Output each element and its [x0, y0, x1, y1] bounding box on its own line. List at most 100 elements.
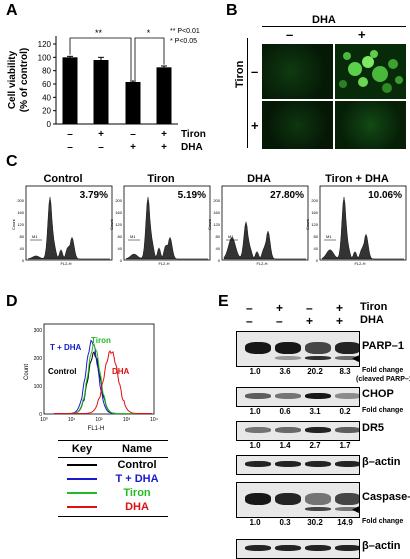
blot-protein-label: β–actin [362, 540, 401, 552]
y-tick-label: 40 [118, 246, 123, 251]
y-axis-label: Cell viability (% of control) [7, 48, 30, 112]
y-axis-label: Count [11, 218, 16, 230]
bar [156, 67, 172, 124]
blot-band [245, 393, 271, 399]
dha-sign: – [67, 142, 73, 152]
y-axis-ticks: 0 20 40 60 80 100 120 [38, 40, 56, 129]
dha-sign: + [161, 142, 167, 152]
histogram-title: Control [43, 173, 82, 185]
y-tick-label: 300 [34, 328, 43, 334]
blot-band [305, 461, 331, 467]
fold-value: 3.1 [309, 407, 321, 416]
fold-value: 1.0 [249, 518, 261, 527]
blot-band [335, 493, 359, 505]
y-tick-label: 200 [34, 356, 43, 362]
subg1-percent: 10.06% [368, 190, 402, 201]
tiron-sign: – [246, 301, 253, 315]
x-axis-label: FL2-H [60, 261, 71, 266]
cycle-histogram: Control 3.79% 0 40 80 120 160 200 Count FL2-H M1 [11, 173, 113, 266]
blot-band [275, 493, 301, 505]
x-axis-label: FL1-H [88, 426, 105, 432]
subg1-percent: 27.80% [270, 190, 304, 201]
blot-band [245, 427, 271, 433]
fold-value: 30.2 [307, 518, 323, 527]
blot-strip [236, 331, 360, 367]
col-plus: + [358, 27, 366, 42]
fold-value: 1.0 [249, 441, 261, 450]
y-tick-label: 0 [47, 120, 52, 129]
panel-a-bar-chart: Cell viability (% of control) 0 20 40 60 80 1… [7, 28, 206, 152]
histogram-area [321, 196, 404, 260]
x-axis-ticks: 10⁰ 10¹ 10² 10³ 10⁴ [40, 417, 158, 423]
y-tick-label: 200 [17, 198, 24, 203]
blot-band [305, 507, 331, 511]
blot-band [335, 342, 359, 354]
x-tick-label: 10² [95, 417, 103, 423]
y-tick-label: 120 [17, 222, 24, 227]
col-minus: – [286, 27, 294, 42]
blot-protein-label: CHOP [362, 388, 394, 400]
blot-band [275, 461, 301, 467]
y-tick-label: 0 [218, 258, 221, 263]
dha-sign: + [336, 314, 344, 328]
blot-band [335, 545, 359, 551]
panel-label-e: E [218, 293, 229, 310]
tiron-sign: + [98, 129, 104, 140]
blot-band [275, 427, 301, 433]
histogram-area [27, 196, 110, 260]
histogram-area [223, 221, 306, 260]
blot-strip [236, 482, 360, 518]
tiron-sign: + [276, 301, 284, 315]
dha-sign: – [98, 142, 104, 152]
significance-brackets: ** * [69, 28, 165, 80]
y-tick-label: 160 [213, 210, 220, 215]
key-swatch [67, 478, 97, 480]
y-tick-label: 80 [118, 234, 123, 239]
fold-change-label: Fold change [362, 367, 404, 374]
blot-band [245, 545, 271, 551]
y-tick-label: 200 [213, 198, 220, 203]
tiron-sign: – [306, 301, 313, 315]
y-tick-label: 200 [115, 198, 122, 203]
fold-value: 0.3 [279, 518, 291, 527]
blot-band [335, 427, 359, 433]
fold-value: 14.9 [337, 518, 353, 527]
blot-band [335, 393, 359, 399]
fold-value: 1.0 [249, 367, 261, 376]
p-legend-0: ** P<0.01 [170, 28, 200, 35]
y-tick-label: 80 [20, 234, 25, 239]
key-row: Tiron [58, 486, 168, 500]
fold-change-label: Fold change [362, 407, 404, 414]
blot-strip [236, 387, 360, 407]
key-name: Tiron [123, 487, 151, 499]
blot-band [245, 342, 271, 354]
bracket-left [69, 37, 132, 80]
y-tick-label: 40 [216, 246, 221, 251]
dha-header: DHA [312, 14, 336, 26]
cleaved-band-arrow: ◀ [352, 504, 359, 514]
gate-label: M1 [326, 234, 332, 239]
y-axis-ticks: 0 100 200 300 [34, 328, 43, 418]
y-tick-label: 80 [42, 67, 51, 76]
fold-value: 20.2 [307, 367, 323, 376]
key-row: Control [58, 458, 168, 472]
y-tick-label: 0 [22, 258, 25, 263]
histogram-title: Tiron [147, 173, 175, 185]
y-tick-label: 120 [213, 222, 220, 227]
bar [125, 82, 141, 124]
histogram-title: DHA [247, 173, 271, 185]
cleaved-band-arrow: ◀ [352, 353, 359, 363]
y-tick-label: 60 [42, 80, 51, 89]
key-name: DHA [125, 501, 149, 513]
blot-protein-label: Caspase–8 [362, 491, 410, 503]
bracket-right [134, 37, 165, 80]
treatment-rows: – + – + – – + + Tiron DHA [67, 129, 206, 152]
subg1-percent: 3.79% [80, 190, 108, 201]
dha-fluorescence [339, 50, 403, 93]
blot-band [305, 493, 331, 505]
key-row: DHA [58, 500, 168, 514]
tiron-row-rule [247, 38, 248, 148]
y-tick-label: 120 [38, 40, 52, 49]
x-axis-label: FL2-H [158, 261, 169, 266]
